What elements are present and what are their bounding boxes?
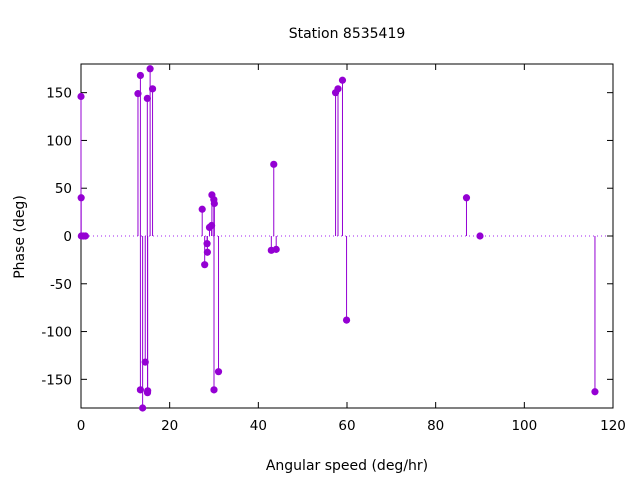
- data-point: [476, 232, 484, 240]
- data-point: [77, 92, 85, 101]
- x-tick-label: 0: [77, 418, 86, 434]
- data-point: [148, 85, 157, 93]
- data-point: [81, 232, 90, 240]
- data-point: [210, 386, 218, 394]
- data-point: [144, 387, 152, 395]
- chart-title: Station 8535419: [289, 26, 406, 42]
- data-point: [136, 386, 145, 394]
- data-point: [139, 404, 147, 412]
- data-point: [272, 245, 280, 253]
- data-point: [462, 194, 471, 202]
- y-tick-label: 50: [55, 181, 72, 197]
- data-point: [141, 358, 149, 366]
- data-point: [208, 221, 216, 230]
- y-tick-label: -150: [41, 372, 72, 388]
- x-tick-label: 20: [161, 418, 178, 434]
- data-point: [143, 94, 151, 102]
- data-point: [146, 65, 154, 73]
- y-tick-label: 150: [46, 86, 72, 102]
- x-axis-label: Angular speed (deg/hr): [266, 458, 428, 474]
- data-point: [203, 248, 211, 256]
- x-tick-label: 80: [427, 418, 444, 434]
- data-point: [270, 160, 278, 168]
- data-point: [591, 388, 599, 396]
- x-tick-label: 100: [511, 418, 537, 434]
- data-point: [198, 205, 206, 213]
- y-tick-label: 0: [63, 229, 72, 245]
- data-point: [338, 76, 347, 84]
- data-point: [203, 240, 211, 248]
- data-point: [210, 199, 218, 208]
- data-point: [136, 71, 145, 80]
- data-point: [214, 368, 223, 376]
- x-tick-label: 120: [600, 418, 626, 434]
- data-point: [201, 261, 209, 269]
- y-axis-label: Phase (deg): [12, 195, 28, 279]
- data-point: [334, 85, 342, 93]
- y-tick-label: -50: [50, 277, 72, 293]
- y-tick-label: 100: [46, 133, 72, 149]
- axes: 0 20 40 60 80 100 120 -150 -100 -50 0 50 100 150: [41, 63, 626, 434]
- data-point: [77, 194, 85, 202]
- data-point: [342, 316, 351, 324]
- y-tick-label: -100: [41, 325, 72, 341]
- data-marks: [77, 65, 599, 412]
- x-tick-label: 40: [250, 418, 267, 434]
- x-tick-label: 60: [338, 418, 355, 434]
- data-point: [134, 90, 142, 98]
